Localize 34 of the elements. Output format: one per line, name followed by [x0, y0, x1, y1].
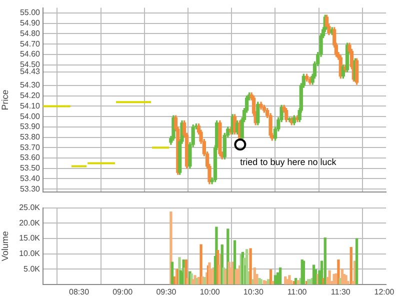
y-tick-label: 54.20 [20, 91, 41, 100]
y-tick-label: 54.10 [20, 101, 41, 110]
y-tick-label: 5.0K [24, 264, 41, 274]
y-tick-label: 54.30 [20, 80, 41, 90]
y-tick-label: 54.43 [20, 67, 41, 76]
y-tick-label: 54.80 [20, 28, 41, 38]
x-tick-label: 11:30 [330, 287, 351, 296]
y-tick-label: 54.90 [20, 18, 41, 28]
x-tick-label: 10:30 [243, 287, 264, 296]
y-tick-label: 54.50 [20, 60, 41, 69]
x-tick-label: 08:30 [69, 287, 90, 296]
y-tick-label: 25.0K [19, 203, 41, 212]
y-tick-label: 55.00 [20, 8, 41, 18]
y-tick-label: 53.80 [20, 132, 41, 142]
annotation: tried to buy here no luck [240, 157, 337, 168]
y-axis-title: Price [0, 90, 10, 110]
y-tick-label: 53.90 [20, 122, 41, 132]
y-tick-label: 10.0K [19, 248, 41, 258]
y-tick-label: 53.60 [20, 153, 41, 162]
y-tick-label: 53.40 [20, 174, 41, 183]
y-tick-label: 53.50 [20, 164, 41, 173]
y-tick-label: 54.00 [20, 112, 41, 121]
y-tick-label: 15.0K [19, 234, 41, 243]
x-tick-label: 12:00 [374, 287, 395, 296]
y-tick-label: 54.70 [20, 39, 41, 48]
x-tick-label: 11:00 [287, 287, 308, 296]
y-tick-label: 20.0K [19, 218, 41, 228]
y-tick-label: 54.60 [20, 50, 41, 59]
x-tick-label: 09:00 [112, 287, 134, 296]
x-tick-label: 10:00 [200, 287, 220, 296]
x-tick-label: 09:30 [156, 287, 177, 296]
y-tick-label: 53.70 [20, 142, 41, 152]
y-tick-label: 53.30 [20, 184, 41, 194]
y-axis-title: Volume [0, 231, 10, 262]
